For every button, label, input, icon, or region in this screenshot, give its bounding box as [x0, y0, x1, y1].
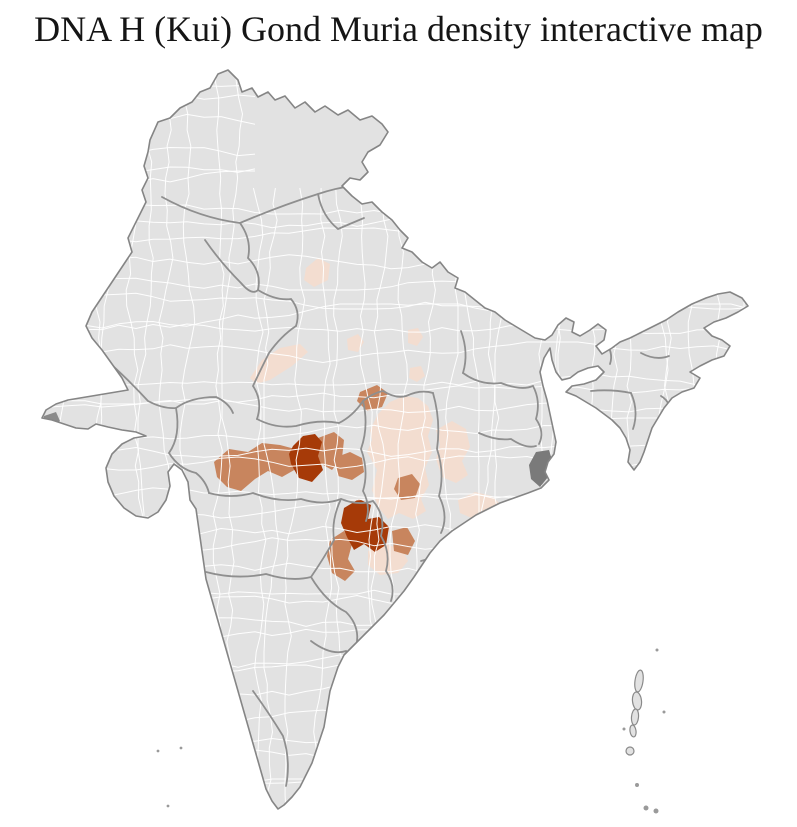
density-region-malkangiri-area[interactable]	[392, 527, 415, 555]
andaman-nicobar-islands	[622, 648, 666, 814]
density-region-east-of-core[interactable]	[334, 452, 364, 480]
density-region-rajasthan-border-strip[interactable]	[250, 344, 308, 384]
page-title: DNA H (Kui) Gond Muria density interacti…	[34, 9, 763, 49]
density-region-west-madhya-pradesh-belt[interactable]	[214, 443, 296, 491]
density-region-east-uttar-pradesh-3[interactable]	[409, 366, 425, 382]
density-region-bastar-core[interactable]	[341, 499, 389, 552]
density-region-west-odisha[interactable]	[436, 421, 470, 483]
lakshadweep-islands	[156, 746, 183, 808]
density-region-east-madhya-pradesh[interactable]	[394, 474, 420, 500]
india-coastline	[41, 69, 749, 810]
